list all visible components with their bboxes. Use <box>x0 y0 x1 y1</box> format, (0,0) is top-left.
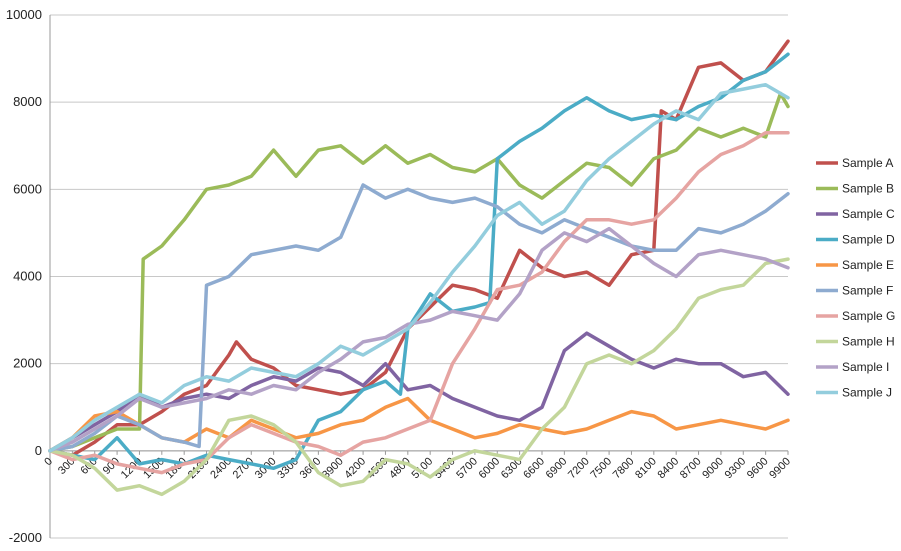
x-tick-label: 7200 <box>566 455 592 481</box>
x-tick-label: 4200 <box>342 455 368 481</box>
y-tick-label: 10000 <box>6 7 42 22</box>
series-line-sample-d <box>48 52 790 471</box>
legend: Sample A Sample B Sample C Sample D Sample E… <box>816 156 895 400</box>
series-line-sample-i <box>48 226 790 453</box>
legend-entry: Sample B <box>842 182 894 196</box>
y-tick-label: -2000 <box>9 530 42 545</box>
series-line-sample-f <box>48 183 790 453</box>
x-tick-label: 6900 <box>544 455 570 481</box>
series-line-sample-b <box>48 91 790 453</box>
y-tick-label: 0 <box>35 443 42 458</box>
x-tick-label: 0 <box>42 455 55 468</box>
series-line-sample-h <box>48 257 790 497</box>
series-line-sample-j <box>48 82 790 453</box>
x-tick-label: 9900 <box>767 455 793 481</box>
legend-entry: Sample D <box>842 233 895 247</box>
x-tick-label: 9000 <box>700 455 726 481</box>
x-tick-label: 8100 <box>633 455 659 481</box>
y-tick-label: 4000 <box>13 269 42 284</box>
legend-entry: Sample H <box>842 335 895 349</box>
legend-entry: Sample I <box>842 360 889 374</box>
x-tick-label: 8700 <box>678 455 704 481</box>
x-tick-label: 8400 <box>656 455 682 481</box>
x-tick-label: 7500 <box>588 455 614 481</box>
series-line-sample-g <box>48 130 790 475</box>
series-lines <box>48 39 790 497</box>
y-tick-label: 2000 <box>13 356 42 371</box>
x-tick-label: 6600 <box>521 455 547 481</box>
legend-entry: Sample J <box>842 386 892 400</box>
legend-entry: Sample F <box>842 284 893 298</box>
x-tick-label: 9300 <box>723 455 749 481</box>
x-tick-label: 7800 <box>611 455 637 481</box>
x-tick-label: 9600 <box>745 455 771 481</box>
legend-entry: Sample E <box>842 258 894 272</box>
legend-entry: Sample G <box>842 309 895 323</box>
legend-entry: Sample C <box>842 207 895 221</box>
x-tick-label: 5700 <box>454 455 480 481</box>
y-tick-label: 6000 <box>13 181 42 196</box>
y-tick-label: 8000 <box>13 94 42 109</box>
series-line-sample-c <box>48 331 790 453</box>
x-tick-label: 6000 <box>477 455 503 481</box>
legend-entry: Sample A <box>842 156 893 170</box>
